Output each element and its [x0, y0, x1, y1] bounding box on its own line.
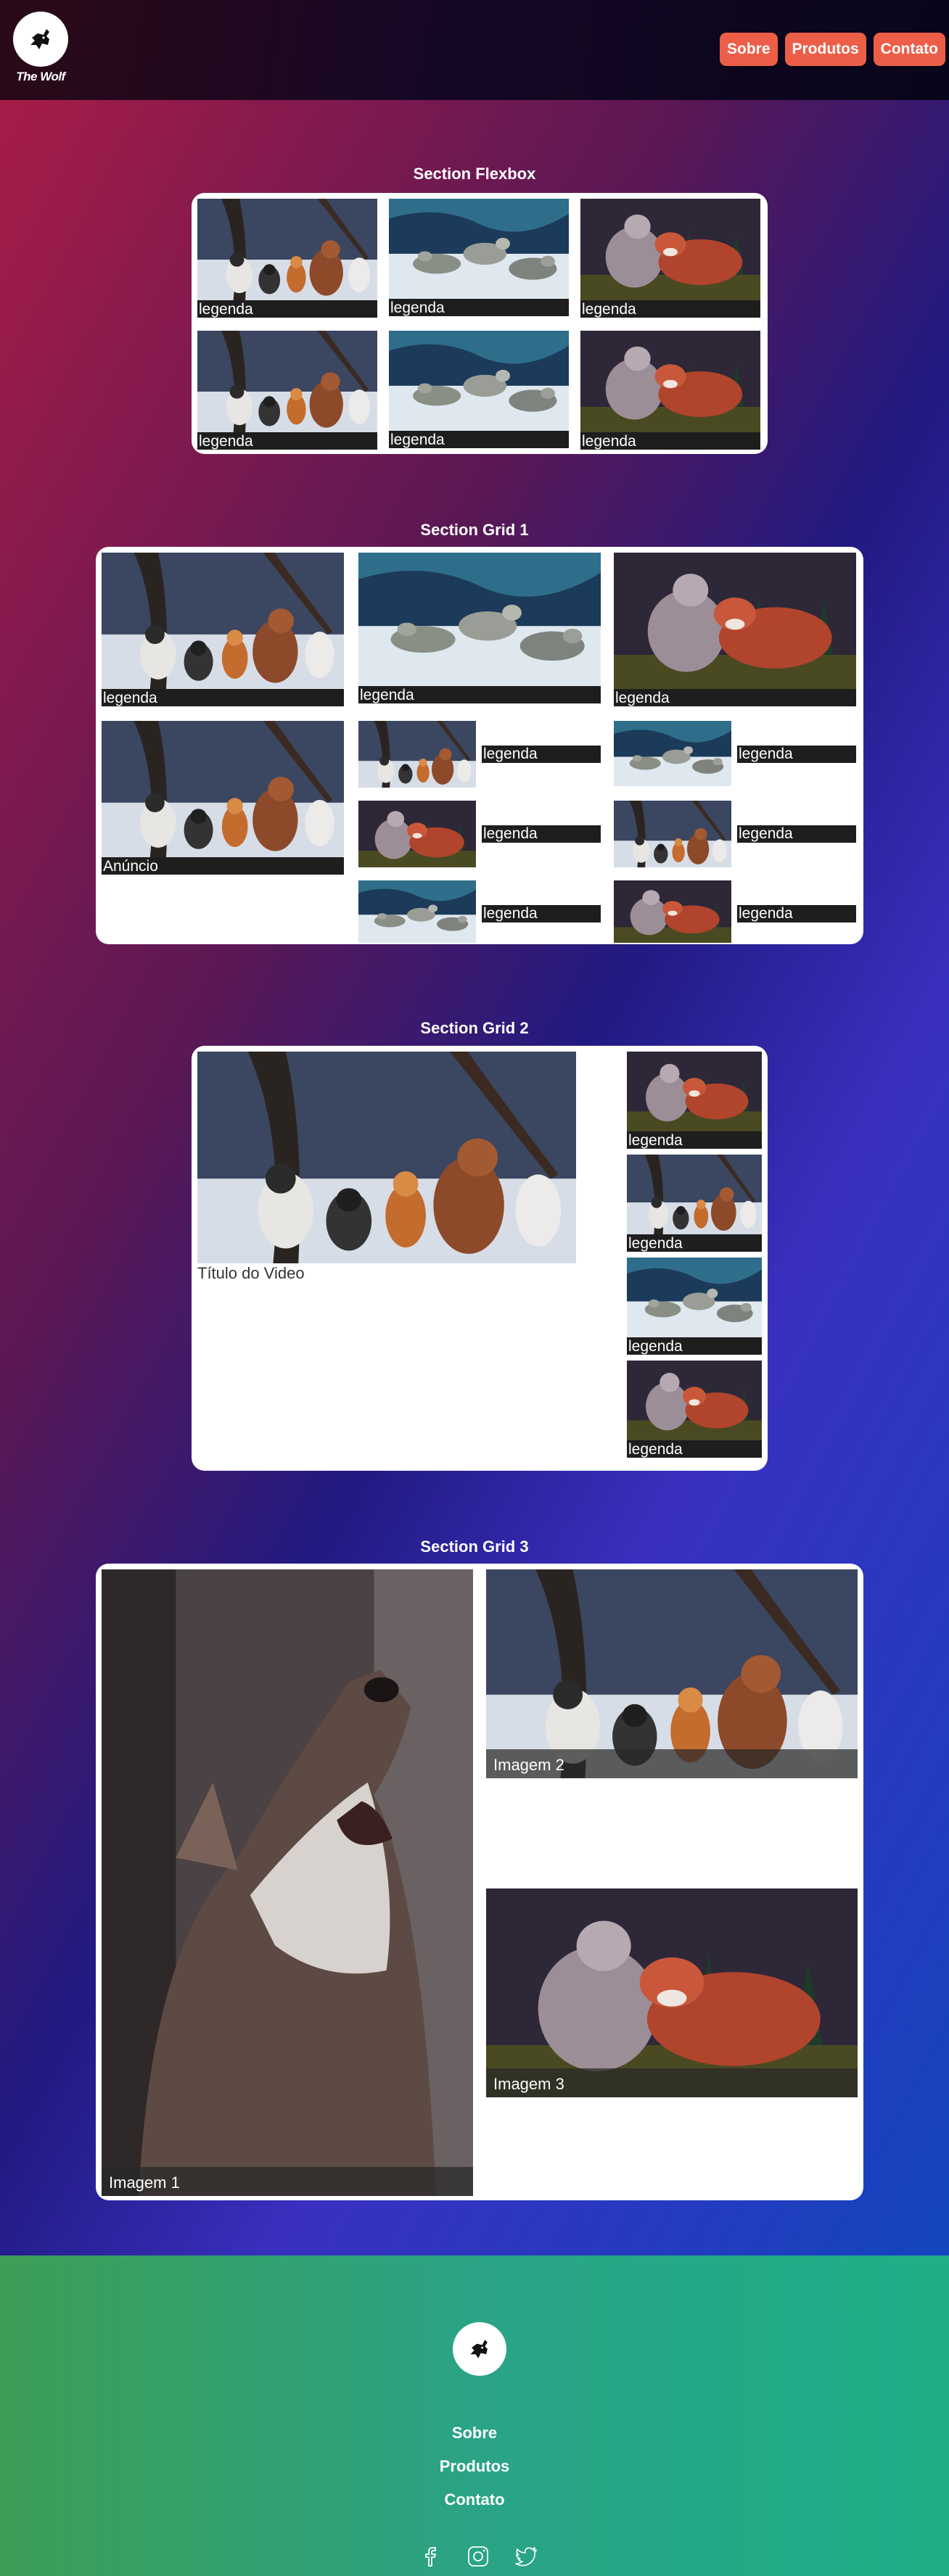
footer-wolf-logo-icon[interactable] [453, 2322, 506, 2376]
red-wolves-image [614, 880, 731, 943]
grid1-small-card[interactable]: legenda [614, 880, 856, 947]
card-caption: legenda [614, 689, 856, 706]
flexbox-panel: legenda legenda legenda legenda legenda … [192, 193, 768, 454]
image-caption: Imagem 2 [486, 1749, 858, 1778]
grid1-card[interactable]: legenda [614, 553, 856, 709]
grid1-small-card[interactable]: legenda [614, 801, 856, 867]
wolf-pack-image [486, 1569, 858, 1778]
card-caption: legenda [197, 300, 377, 318]
image-caption: Imagem 3 [486, 2068, 858, 2097]
card-caption: legenda [482, 825, 601, 843]
wolf-pack-image [197, 199, 377, 300]
grid1-small-card[interactable]: legenda [614, 721, 856, 788]
wolves-snow-image [358, 553, 601, 686]
grid3-card[interactable]: Imagem 3 [486, 1888, 858, 2097]
card-caption: legenda [737, 905, 856, 922]
nav-sobre-button[interactable]: Sobre [719, 33, 778, 66]
grid3-card[interactable]: Imagem 2 [486, 1569, 858, 1778]
image-caption: Imagem 1 [102, 2167, 473, 2196]
wolves-snow-image [358, 880, 476, 943]
card-caption: legenda [389, 431, 569, 448]
wolf-pack-image [358, 721, 476, 788]
wolves-snow-image [627, 1258, 762, 1337]
wolf-pack-image [614, 801, 731, 867]
ad-card[interactable]: Anúncio [102, 721, 344, 875]
grid1-small-card[interactable]: legenda [358, 721, 601, 788]
main-nav: Sobre Produtos Contato [719, 33, 945, 66]
flexbox-card[interactable]: legenda [580, 199, 760, 318]
logo-text: The Wolf [16, 70, 65, 83]
video-card[interactable]: Título do Video [197, 1052, 576, 1284]
footer-link-contato[interactable]: Contato [444, 2490, 505, 2509]
card-caption: legenda [389, 299, 569, 316]
flexbox-card[interactable]: legenda [197, 199, 377, 318]
grid1-panel: legenda legenda legenda Anúncio legenda … [96, 547, 863, 944]
howling-wolf-image [102, 1569, 473, 2196]
card-caption: legenda [627, 1131, 762, 1149]
card-caption: legenda [580, 300, 760, 318]
grid1-small-card[interactable]: legenda [358, 801, 601, 867]
section-grid2-title: Section Grid 2 [420, 1019, 529, 1037]
card-caption: legenda [197, 432, 377, 450]
red-wolves-image [358, 801, 476, 867]
red-wolves-image [627, 1361, 762, 1440]
grid1-small-card[interactable]: legenda [358, 880, 601, 947]
card-caption: legenda [358, 686, 601, 703]
footer-link-sobre[interactable]: Sobre [451, 2424, 498, 2442]
card-caption: legenda [482, 905, 601, 922]
wolf-pack-image [197, 331, 377, 432]
red-wolves-image [627, 1052, 762, 1131]
wolf-pack-image [102, 721, 344, 857]
video-thumbnail[interactable] [197, 1052, 576, 1263]
red-wolves-image [580, 199, 760, 300]
logo[interactable]: The Wolf [12, 12, 70, 84]
card-caption: legenda [102, 689, 344, 706]
instagram-icon[interactable] [466, 2544, 490, 2569]
wolves-snow-image [389, 331, 569, 431]
wolf-pack-image [102, 553, 344, 689]
card-caption: legenda [737, 746, 856, 763]
site-footer: Sobre Produtos Contato [0, 2255, 949, 2576]
section-flexbox-title: Section Flexbox [413, 165, 536, 183]
ad-caption: Anúncio [102, 857, 344, 875]
nav-contato-button[interactable]: Contato [873, 33, 945, 66]
grid2-side-card[interactable]: legenda [627, 1155, 762, 1252]
wolves-snow-image [614, 721, 731, 786]
red-wolves-image [614, 553, 856, 689]
video-title: Título do Video [197, 1264, 305, 1282]
wolves-snow-image [389, 199, 569, 299]
facebook-icon[interactable] [418, 2544, 443, 2569]
wolf-logo-icon [13, 12, 68, 67]
card-caption: legenda [627, 1440, 762, 1458]
twitter-icon[interactable] [514, 2544, 538, 2569]
card-caption: legenda [482, 746, 601, 763]
flexbox-card[interactable]: legenda [580, 331, 760, 450]
site-header: The Wolf Sobre Produtos Contato [0, 0, 949, 100]
flexbox-card[interactable]: legenda [389, 331, 569, 449]
card-caption: legenda [627, 1337, 762, 1355]
main-content: Section Flexbox legenda legenda legenda … [0, 100, 949, 2255]
red-wolves-image [580, 331, 760, 432]
grid2-side-card[interactable]: legenda [627, 1361, 762, 1458]
grid1-card[interactable]: legenda [358, 553, 601, 709]
section-grid3-title: Section Grid 3 [420, 1537, 529, 1556]
red-wolves-image [486, 1888, 858, 2097]
section-grid1-title: Section Grid 1 [420, 521, 529, 539]
grid1-card[interactable]: legenda [102, 553, 344, 709]
footer-link-produtos[interactable]: Produtos [439, 2457, 510, 2475]
nav-produtos-button[interactable]: Produtos [784, 33, 866, 66]
grid2-panel: Título do Video legenda legenda legenda … [192, 1046, 768, 1471]
flexbox-card[interactable]: legenda [197, 331, 377, 450]
card-caption: legenda [580, 432, 760, 450]
wolf-pack-image [627, 1155, 762, 1234]
grid2-side-card[interactable]: legenda [627, 1258, 762, 1355]
grid3-panel: Imagem 1 Imagem 2 Imagem 3 [96, 1564, 863, 2200]
card-caption: legenda [627, 1234, 762, 1252]
card-caption: legenda [737, 825, 856, 843]
grid3-card-large[interactable]: Imagem 1 [102, 1569, 473, 2196]
grid2-side-card[interactable]: legenda [627, 1052, 762, 1149]
flexbox-card[interactable]: legenda [389, 199, 569, 317]
